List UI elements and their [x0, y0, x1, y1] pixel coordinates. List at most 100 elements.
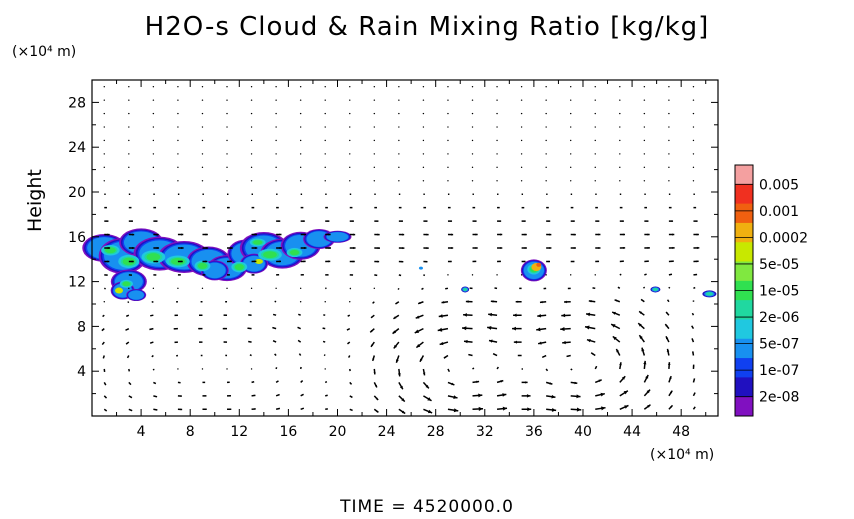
wind-vector-head — [273, 340, 275, 342]
wind-vector-dot — [373, 166, 376, 169]
wind-vector — [104, 193, 106, 195]
wind-vector — [104, 220, 109, 222]
wind-vector — [152, 86, 155, 88]
wind-vector-head — [624, 405, 629, 409]
wind-vector — [643, 389, 651, 397]
wind-vector-head — [643, 286, 645, 288]
wind-vector-head — [474, 260, 477, 263]
wind-vector — [250, 139, 253, 142]
wind-vector — [664, 323, 670, 330]
wind-vector-dot — [226, 287, 228, 290]
wind-vector-dot — [201, 99, 204, 101]
wind-vector-head — [176, 355, 177, 357]
wind-vector-head — [576, 407, 582, 412]
wind-vector — [398, 220, 403, 222]
wind-vector — [570, 126, 572, 128]
wind-vector-dot — [422, 112, 425, 115]
wind-vector-head — [107, 233, 110, 236]
wind-vector-head — [473, 193, 474, 195]
wind-vector — [692, 300, 695, 302]
wind-vector — [177, 381, 181, 384]
wind-vector — [275, 407, 281, 411]
wind-vector-head — [670, 405, 673, 408]
wind-vector — [275, 99, 277, 101]
wind-vector-head — [465, 300, 469, 303]
wind-vector-head — [126, 342, 128, 345]
wind-vector — [324, 126, 326, 128]
wind-vector — [275, 126, 277, 128]
wind-vector — [226, 153, 228, 155]
wind-vector — [299, 126, 302, 128]
wind-vector — [644, 233, 650, 236]
wind-vector-dot — [471, 99, 474, 101]
wind-vector-head — [489, 339, 493, 343]
wind-vector — [521, 220, 526, 222]
wind-vector — [619, 233, 626, 236]
wind-vector — [561, 313, 571, 318]
wind-vector-head — [350, 193, 352, 195]
wind-vector-dot — [103, 126, 105, 128]
wind-vector — [615, 348, 621, 356]
wind-vector-dot — [422, 86, 425, 88]
wind-vector — [201, 86, 204, 88]
wind-vector-dot — [594, 112, 596, 115]
wind-vector-head — [298, 314, 300, 316]
cloud-blob — [128, 290, 144, 300]
wind-vector-head — [401, 410, 406, 414]
wind-vector — [274, 353, 277, 357]
wind-vector — [104, 233, 110, 236]
wind-vector-head — [126, 315, 128, 317]
wind-vector-head — [180, 220, 183, 222]
cloud-blob — [705, 292, 713, 296]
wind-vector-head — [129, 383, 131, 385]
wind-vector-dot — [668, 126, 670, 128]
wind-vector-head — [620, 274, 622, 275]
wind-vector — [492, 352, 498, 357]
wind-vector-head — [249, 354, 251, 356]
wind-vector-head — [229, 260, 232, 263]
wind-vector-dot — [570, 99, 572, 101]
wind-vector — [668, 286, 671, 289]
y-tick-label: 20 — [68, 185, 86, 201]
wind-vector — [668, 206, 672, 209]
wind-vector-dot — [299, 139, 302, 142]
wind-vector-head — [424, 193, 425, 195]
wind-vector-dot — [299, 112, 302, 115]
wind-vector-dot — [692, 180, 695, 182]
wind-vector — [668, 246, 675, 250]
wind-vector-dot — [398, 99, 400, 101]
wind-vector-head — [229, 408, 232, 411]
wind-vector-head — [426, 247, 429, 250]
wind-vector-head — [352, 233, 356, 236]
wind-vector-head — [106, 274, 108, 276]
wind-vector-dot — [349, 166, 351, 169]
wind-vector — [497, 220, 502, 222]
wind-vector — [177, 153, 179, 155]
wind-vector-head — [180, 395, 182, 397]
wind-vector-head — [322, 327, 324, 329]
wind-vector — [546, 220, 551, 222]
wind-vector-dot — [570, 86, 572, 88]
wind-vector — [299, 112, 302, 115]
wind-vector — [128, 395, 133, 399]
wind-vector-head — [692, 351, 694, 354]
wind-vector — [300, 246, 307, 250]
wind-vector-dot — [349, 301, 351, 303]
wind-vector-head — [150, 314, 152, 317]
wind-vector — [520, 180, 523, 182]
wind-vector-head — [616, 349, 620, 353]
wind-vector-head — [596, 193, 597, 195]
wind-vector-dot — [643, 126, 646, 128]
wind-vector — [595, 406, 606, 411]
wind-vector — [152, 180, 155, 182]
wind-vector — [570, 86, 572, 88]
wind-vector — [668, 404, 674, 410]
wind-vector — [299, 166, 302, 169]
wind-vector — [325, 408, 328, 411]
wind-vector — [644, 193, 646, 195]
wind-vector — [643, 153, 646, 155]
wind-vector — [545, 381, 553, 385]
wind-vector-head — [549, 233, 552, 236]
wind-vector-dot — [643, 139, 646, 142]
wind-vector-head — [600, 392, 605, 397]
